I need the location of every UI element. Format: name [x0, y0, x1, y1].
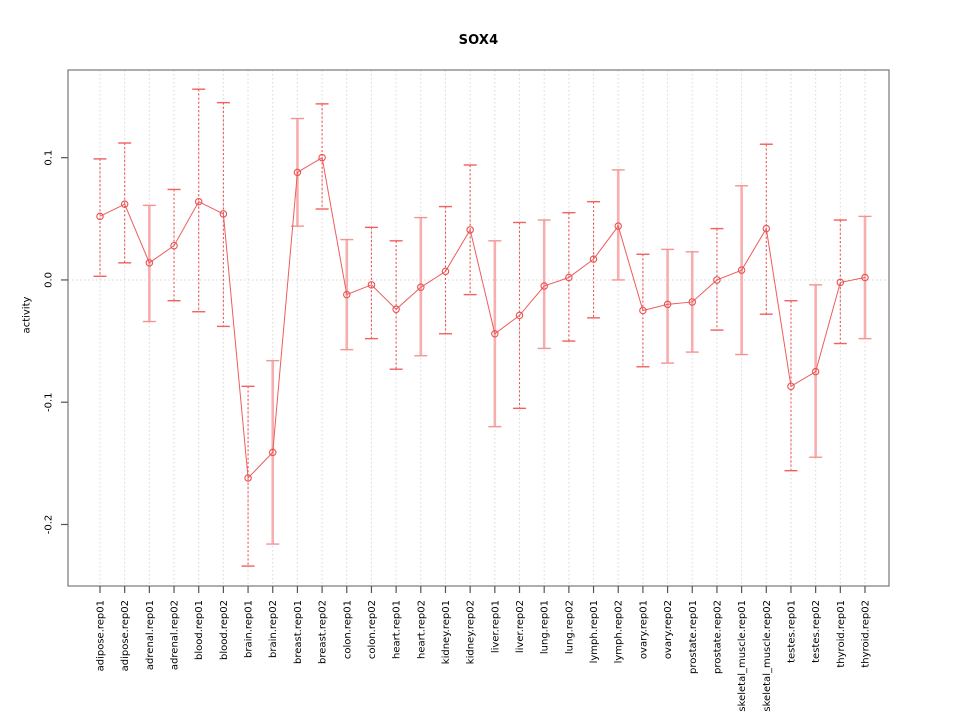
y-tick-label: 0.1 [44, 150, 55, 166]
x-tick-label: brain.rep01 [244, 600, 255, 658]
data-point [417, 283, 425, 292]
data-point [343, 290, 351, 299]
x-tick-label: lymph.rep01 [589, 600, 600, 663]
data-point [219, 210, 228, 218]
x-tick-label: brain.rep02 [268, 600, 279, 658]
data-point [540, 282, 548, 290]
x-tick-label: colon.rep02 [367, 600, 378, 659]
x-tick-label: prostate.rep01 [688, 600, 699, 674]
x-tick-label: blood.rep01 [194, 600, 205, 660]
chart-title: SOX4 [458, 33, 499, 48]
data-point [614, 222, 622, 230]
x-tick-label: ovary.rep01 [638, 600, 649, 659]
data-point [318, 153, 326, 162]
x-tick-label: adrenal.rep02 [170, 600, 181, 670]
data-point [170, 241, 178, 250]
x-tick-label: colon.rep01 [342, 600, 353, 659]
x-tick-label: lung.rep01 [540, 600, 551, 654]
data-point [441, 267, 450, 276]
x-tick-label: adipose.rep01 [96, 600, 107, 671]
x-tick-label: liver.rep01 [490, 600, 501, 653]
x-tick-label: thyroid.rep01 [836, 600, 847, 668]
x-tick-label: kidney.rep01 [441, 600, 452, 664]
data-point [589, 255, 598, 263]
data-point [663, 300, 672, 309]
data-point [836, 278, 845, 287]
data-point [96, 212, 104, 221]
data-point [787, 382, 795, 391]
x-tick-label: blood.rep02 [219, 600, 230, 660]
data-point [392, 305, 400, 314]
x-tick-label: testes.rep02 [811, 600, 822, 663]
data-point [491, 329, 499, 338]
y-tick-label: 0.0 [44, 272, 55, 288]
data-point [688, 298, 697, 306]
y-axis-title: activity [21, 296, 33, 334]
plot-border [67, 69, 890, 587]
x-tick-label: lymph.rep02 [614, 600, 625, 663]
data-point [737, 266, 746, 274]
data-point [268, 448, 277, 457]
data-point [244, 474, 252, 482]
x-tick-label: skeletal_muscle.rep02 [762, 600, 773, 712]
x-tick-label: breast.rep01 [293, 600, 304, 664]
x-tick-label: thyroid.rep02 [861, 600, 872, 668]
data-point [367, 281, 376, 289]
data-point [565, 273, 573, 282]
data-point [466, 226, 474, 234]
x-tick-label: liver.rep02 [515, 600, 526, 653]
x-tick-label: heart.rep01 [392, 600, 403, 659]
data-point [120, 200, 129, 208]
data-point [145, 259, 154, 267]
data-point [861, 273, 869, 282]
x-tick-label: heart.rep02 [416, 600, 427, 659]
series-line [99, 156, 866, 480]
data-point [811, 367, 820, 376]
data-point [639, 306, 647, 315]
data-point [762, 224, 771, 233]
data-point [194, 197, 203, 206]
x-tick-label: adrenal.rep01 [145, 600, 156, 670]
x-tick-label: prostate.rep02 [712, 600, 723, 674]
x-tick-label: testes.rep01 [786, 600, 797, 663]
data-point [293, 168, 302, 177]
x-tick-label: kidney.rep02 [466, 600, 477, 664]
data-point [515, 311, 524, 320]
x-tick-label: lung.rep02 [564, 600, 575, 654]
x-tick-label: adipose.rep02 [120, 600, 131, 671]
y-tick-label: -0.2 [44, 515, 55, 535]
x-tick-label: ovary.rep02 [663, 600, 674, 659]
x-tick-label: skeletal_muscle.rep01 [737, 600, 748, 712]
y-tick-label: -0.1 [44, 392, 55, 412]
data-point [713, 276, 721, 284]
x-tick-label: breast.rep02 [318, 600, 329, 664]
